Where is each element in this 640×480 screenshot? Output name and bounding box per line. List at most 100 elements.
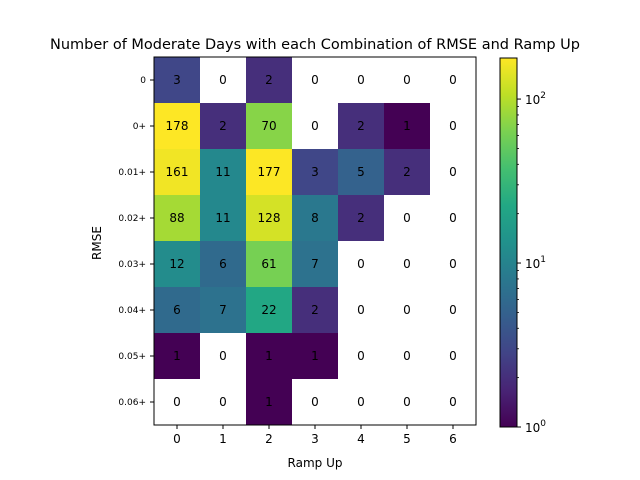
cell-value-label: 22 — [261, 303, 276, 317]
heatmap-cell — [154, 57, 200, 103]
cell-value-label: 128 — [258, 211, 281, 225]
cell-value-label: 70 — [261, 119, 276, 133]
heatmap-cell — [200, 195, 246, 241]
x-tick-label: 2 — [265, 432, 273, 446]
y-tick-label: 0.05+ — [118, 352, 146, 362]
cell-value-label: 0 — [403, 395, 411, 409]
cell-value-label: 88 — [169, 211, 184, 225]
cell-value-label: 0 — [403, 303, 411, 317]
x-tick-label: 1 — [219, 432, 227, 446]
cell-value-label: 0 — [449, 211, 457, 225]
cell-value-label: 3 — [173, 73, 181, 87]
x-tick-label: 4 — [357, 432, 365, 446]
cell-value-label: 8 — [311, 211, 319, 225]
cell-value-label: 0 — [449, 119, 457, 133]
cell-value-label: 1 — [173, 349, 181, 363]
cell-value-label: 1 — [403, 119, 411, 133]
cell-value-label: 0 — [219, 73, 227, 87]
cell-value-label: 2 — [357, 119, 365, 133]
cell-value-label: 2 — [311, 303, 319, 317]
cell-value-label: 177 — [258, 165, 281, 179]
heatmap-cell — [246, 57, 292, 103]
heatmap-cell — [246, 379, 292, 425]
colorbar-tick-label: 100 — [525, 419, 546, 435]
x-axis-label: Ramp Up — [288, 456, 343, 470]
heatmap-cell — [292, 149, 338, 195]
colorbar-bar — [499, 57, 518, 428]
cell-value-label: 178 — [166, 119, 189, 133]
heatmap-cell — [246, 149, 292, 195]
heatmap-cell — [154, 103, 200, 149]
heatmap-cell — [154, 149, 200, 195]
y-tick-label: 0.04+ — [118, 306, 146, 316]
heatmap-cell — [384, 103, 430, 149]
heatmap-cell — [200, 287, 246, 333]
cell-value-label: 61 — [261, 257, 276, 271]
cell-value-label: 0 — [357, 395, 365, 409]
heatmap-cell — [246, 103, 292, 149]
cell-value-label: 0 — [403, 349, 411, 363]
heatmap-cell — [154, 333, 200, 379]
cell-value-label: 1 — [311, 349, 319, 363]
cell-value-label: 0 — [449, 303, 457, 317]
heatmap-cell — [154, 241, 200, 287]
cell-value-label: 2 — [403, 165, 411, 179]
cell-value-label: 0 — [449, 395, 457, 409]
y-tick-label: 0.03+ — [118, 260, 146, 270]
heatmap-cell — [154, 287, 200, 333]
cell-value-label: 1 — [265, 395, 273, 409]
cell-value-label: 0 — [403, 211, 411, 225]
cell-value-label: 3 — [311, 165, 319, 179]
chart-title: Number of Moderate Days with each Combin… — [50, 37, 580, 53]
cell-value-label: 2 — [219, 119, 227, 133]
cell-value-label: 0 — [219, 349, 227, 363]
x-tick-label: 5 — [403, 432, 411, 446]
heatmap-cell — [200, 103, 246, 149]
heatmap-cell — [246, 287, 292, 333]
y-tick-label: 0.02+ — [118, 214, 146, 224]
cell-value-label: 0 — [311, 119, 319, 133]
x-tick-label: 0 — [173, 432, 181, 446]
x-tick-label: 6 — [449, 432, 457, 446]
cell-value-label: 11 — [215, 211, 230, 225]
heatmap-cell — [246, 241, 292, 287]
cell-value-label: 0 — [357, 73, 365, 87]
cell-value-label: 7 — [219, 303, 227, 317]
y-axis-ticks: 0 0+ 0.01+ 0.02+ 0.03+ 0.04+ 0.05+ 0.06+ — [118, 76, 154, 408]
colorbar-tick-label: 102 — [525, 91, 546, 107]
x-axis-ticks: 0 1 2 3 4 5 6 — [173, 425, 457, 446]
cell-value-label: 0 — [449, 165, 457, 179]
cell-value-label: 2 — [357, 211, 365, 225]
heatmap-cell — [338, 103, 384, 149]
cell-value-label: 6 — [173, 303, 181, 317]
cell-value-label: 0 — [311, 73, 319, 87]
y-tick-label: 0 — [140, 76, 146, 86]
cell-value-label: 0 — [357, 257, 365, 271]
colorbar: 100 101 102 — [499, 57, 546, 435]
heatmap-cell — [200, 149, 246, 195]
heatmap-cell — [292, 195, 338, 241]
cell-value-label: 1 — [265, 349, 273, 363]
x-tick-label: 3 — [311, 432, 319, 446]
y-tick-label: 0.06+ — [118, 398, 146, 408]
cell-value-label: 0 — [311, 395, 319, 409]
cell-value-label: 0 — [357, 349, 365, 363]
cell-value-label: 7 — [311, 257, 319, 271]
y-axis-label: RMSE — [90, 226, 104, 260]
heatmap-cell — [246, 195, 292, 241]
colorbar-tick-label: 101 — [525, 255, 546, 271]
cell-value-label: 0 — [357, 303, 365, 317]
y-tick-label: 0.01+ — [118, 168, 146, 178]
heatmap-cell — [292, 333, 338, 379]
cell-value-label: 2 — [265, 73, 273, 87]
cell-value-label: 161 — [166, 165, 189, 179]
heatmap-cell — [292, 241, 338, 287]
cell-value-label: 0 — [449, 257, 457, 271]
cell-value-label: 0 — [403, 257, 411, 271]
heatmap-cell — [292, 287, 338, 333]
heatmap-cell — [154, 195, 200, 241]
cell-value-label: 6 — [219, 257, 227, 271]
heatmap-cell — [338, 195, 384, 241]
cell-value-label: 11 — [215, 165, 230, 179]
cell-value-label: 0 — [449, 73, 457, 87]
